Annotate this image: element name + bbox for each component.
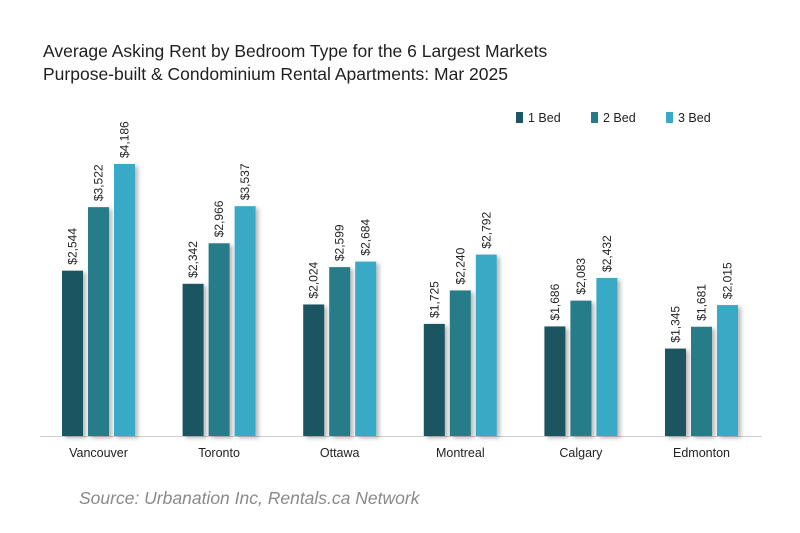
bar-1-bed-edmonton: [665, 348, 686, 436]
data-label: $2,432: [600, 235, 614, 272]
data-label: $2,024: [307, 261, 321, 298]
data-label: $2,015: [721, 262, 735, 299]
bar-3-bed-vancouver: [114, 164, 135, 436]
bar-2-bed-toronto: [208, 243, 230, 436]
bar-3-bed-toronto: [234, 206, 256, 436]
category-label-montreal: Montreal: [436, 446, 485, 460]
data-label: $2,792: [479, 212, 493, 249]
bar-2-bed-vancouver: [88, 207, 109, 436]
data-label: $2,684: [359, 219, 373, 256]
category-label-ottawa: Ottawa: [320, 446, 360, 460]
data-label: $3,537: [238, 163, 252, 200]
legend-swatch-2-bed: [591, 112, 598, 123]
legend-label-1-bed: 1 Bed: [528, 111, 561, 125]
bar-1-bed-montreal: [423, 323, 445, 436]
bar-2-bed-ottawa: [329, 267, 351, 436]
data-label: $2,544: [66, 228, 80, 265]
chart-title: Average Asking Rent by Bedroom Type for …: [43, 40, 547, 86]
data-label: $1,725: [427, 281, 441, 318]
data-label: $2,240: [453, 247, 467, 284]
source-note: Source: Urbanation Inc, Rentals.ca Netwo…: [79, 488, 420, 508]
data-label: $1,345: [669, 306, 683, 343]
bar-3-bed-montreal: [475, 254, 497, 436]
data-label: $1,681: [695, 284, 709, 321]
category-label-vancouver: Vancouver: [69, 446, 128, 460]
data-label: $3,522: [92, 164, 106, 201]
category-label-calgary: Calgary: [559, 446, 603, 460]
bar-2-bed-montreal: [449, 290, 471, 436]
category-label-toronto: Toronto: [198, 446, 240, 460]
bar-1-bed-calgary: [544, 326, 566, 436]
chart-subtitle-line: Purpose-built & Condominium Rental Apart…: [43, 64, 508, 84]
legend-swatch-3-bed: [666, 112, 673, 123]
data-label: $2,083: [574, 258, 588, 295]
chart-title-line: Average Asking Rent by Bedroom Type for …: [43, 41, 548, 61]
category-label-edmonton: Edmonton: [673, 446, 730, 460]
data-label: $2,342: [186, 241, 200, 278]
data-label: $4,186: [118, 121, 132, 158]
bar-1-bed-ottawa: [303, 304, 325, 436]
data-label: $2,599: [333, 224, 347, 261]
bar-3-bed-calgary: [596, 277, 618, 436]
legend-label-3-bed: 3 Bed: [678, 111, 711, 125]
bar-1-bed-toronto: [182, 283, 204, 436]
bar-3-bed-edmonton: [717, 305, 738, 436]
legend-label-2-bed: 2 Bed: [603, 111, 636, 125]
bar-2-bed-edmonton: [691, 326, 712, 436]
bar-2-bed-calgary: [570, 300, 592, 436]
data-label: $1,686: [548, 283, 562, 320]
bar-1-bed-vancouver: [62, 270, 83, 436]
bar-3-bed-ottawa: [355, 261, 377, 436]
data-label: $2,966: [212, 200, 226, 237]
legend-swatch-1-bed: [516, 112, 523, 123]
